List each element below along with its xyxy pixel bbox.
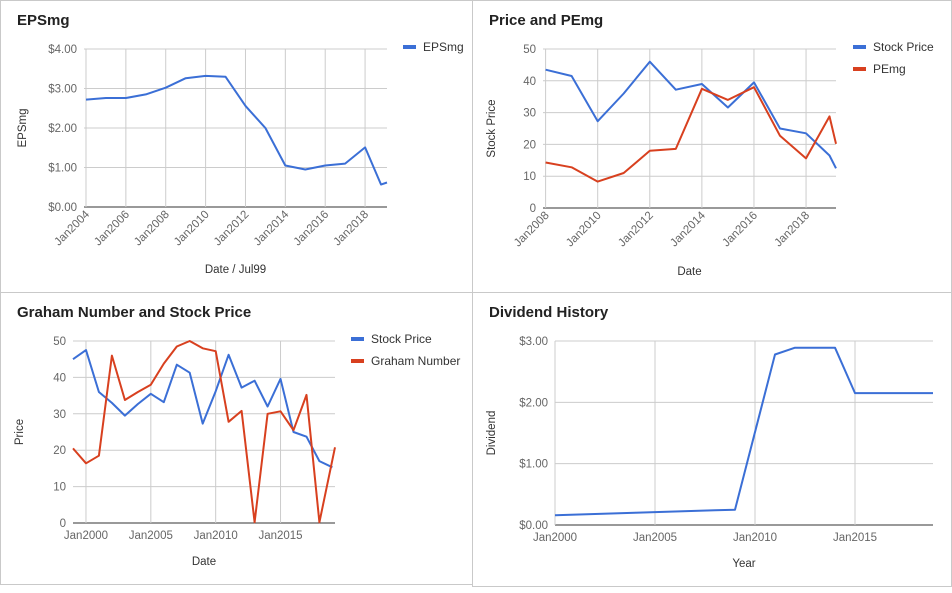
legend-swatch bbox=[853, 45, 866, 49]
y-tick-label: $2.00 bbox=[48, 123, 77, 135]
y-axis-title: Stock Price bbox=[486, 99, 498, 157]
series-line-pemg bbox=[545, 86, 837, 183]
legend-swatch bbox=[403, 45, 416, 49]
y-axis-title: Price bbox=[14, 419, 26, 445]
eps-chart-title: EPSmg bbox=[17, 12, 70, 29]
series-line-epsmg bbox=[85, 74, 388, 186]
y-tick-label: $4.00 bbox=[48, 44, 77, 56]
x-axis-title: Date bbox=[192, 556, 216, 568]
dividend-chart-panel: Dividend History $0.00 $1.00 $2.00 $3.00 Jan… bbox=[472, 292, 952, 587]
x-tick-label: Jan2000 bbox=[64, 530, 108, 542]
x-axis-title: Date / Jul99 bbox=[205, 264, 266, 276]
y-tick-label: 40 bbox=[523, 76, 536, 88]
legend-label: EPSmg bbox=[423, 40, 464, 54]
x-tick-label: Jan2012 bbox=[616, 210, 656, 250]
x-tick-label: Jan2014 bbox=[668, 209, 708, 249]
x-tick-label: Jan2008 bbox=[132, 209, 172, 249]
x-tick-label: Jan2012 bbox=[212, 209, 252, 249]
legend-label: PEmg bbox=[873, 62, 906, 76]
x-tick-label: Jan2016 bbox=[720, 210, 760, 250]
y-tick-label: 20 bbox=[523, 139, 536, 151]
x-tick-label: Jan2000 bbox=[533, 532, 577, 544]
legend-swatch bbox=[351, 337, 364, 341]
y-tick-label: 40 bbox=[53, 372, 66, 384]
price-pe-chart-title: Price and PEmg bbox=[489, 12, 604, 29]
x-tick-label: Jan2005 bbox=[129, 530, 173, 542]
dividend-chart-svg: $0.00 $1.00 $2.00 $3.00 Jan2000 Jan2005 Jan201… bbox=[486, 336, 933, 570]
price-pe-chart-svg: 0 10 20 30 40 50 Jan2008 Jan2010 Jan2012 Jan2014 J… bbox=[486, 40, 934, 278]
x-tick-label: Jan2010 bbox=[172, 209, 212, 249]
y-tick-label: $0.00 bbox=[48, 202, 77, 214]
x-tick-label: Jan2010 bbox=[733, 532, 777, 544]
x-tick-label: Jan2018 bbox=[772, 210, 812, 250]
x-tick-label: Jan2018 bbox=[332, 209, 372, 249]
x-tick-label: Jan2015 bbox=[833, 532, 877, 544]
y-axis-title: Dividend bbox=[486, 411, 498, 456]
y-axis-title: EPSmg bbox=[17, 109, 29, 148]
price-pe-chart-panel: Price and PEmg 0 10 20 30 40 50 Jan2008 Jan2010… bbox=[472, 0, 952, 293]
eps-chart-panel: EPSmg $0.00 $1.00 $2.00 $3.00 $4.00 Jan2004 Ja… bbox=[0, 0, 473, 293]
graham-chart-svg: 0 10 20 30 40 50 Jan2000 Jan2005 Jan2010 Jan2015 D… bbox=[14, 332, 460, 568]
x-tick-label: Jan2005 bbox=[633, 532, 677, 544]
legend-label: Stock Price bbox=[371, 332, 432, 346]
y-tick-label: 10 bbox=[523, 171, 536, 183]
y-tick-label: $3.00 bbox=[48, 84, 77, 96]
graham-chart-panel: Graham Number and Stock Price 0 10 20 30 40 5… bbox=[0, 292, 473, 585]
legend-label: Graham Number bbox=[371, 354, 460, 368]
y-tick-label: $1.00 bbox=[519, 459, 548, 471]
x-axis-title: Year bbox=[732, 558, 755, 570]
graham-chart-title: Graham Number and Stock Price bbox=[17, 304, 252, 321]
x-axis-title: Date bbox=[677, 266, 701, 278]
y-tick-label: $3.00 bbox=[519, 336, 548, 348]
x-tick-label: Jan2010 bbox=[564, 210, 604, 250]
x-tick-label: Jan2004 bbox=[52, 208, 92, 248]
y-tick-label: 30 bbox=[523, 108, 536, 120]
x-tick-label: Jan2016 bbox=[292, 209, 332, 249]
series-line-graham-number bbox=[72, 340, 336, 524]
series-line-stock-price bbox=[545, 60, 837, 169]
y-tick-label: $0.00 bbox=[519, 520, 548, 532]
y-tick-label: 0 bbox=[60, 518, 66, 530]
dividend-chart-title: Dividend History bbox=[489, 304, 609, 321]
y-tick-label: $1.00 bbox=[48, 163, 77, 175]
x-tick-label: Jan2014 bbox=[252, 208, 292, 248]
y-tick-label: 10 bbox=[53, 482, 66, 494]
y-tick-label: $2.00 bbox=[519, 397, 548, 409]
y-tick-label: 50 bbox=[53, 336, 66, 348]
x-tick-label: Jan2010 bbox=[194, 530, 238, 542]
x-tick-label: Jan2008 bbox=[512, 210, 552, 250]
legend-swatch bbox=[853, 67, 866, 71]
y-tick-label: 30 bbox=[53, 409, 66, 421]
x-tick-label: Jan2015 bbox=[258, 530, 302, 542]
legend-swatch bbox=[351, 359, 364, 363]
series-line-stock-price bbox=[72, 349, 333, 469]
y-tick-label: 0 bbox=[530, 203, 536, 215]
legend-label: Stock Price bbox=[873, 40, 934, 54]
x-tick-label: Jan2006 bbox=[92, 209, 132, 249]
y-tick-label: 50 bbox=[523, 44, 536, 56]
series-line-dividend bbox=[554, 346, 933, 517]
y-tick-label: 20 bbox=[53, 445, 66, 457]
